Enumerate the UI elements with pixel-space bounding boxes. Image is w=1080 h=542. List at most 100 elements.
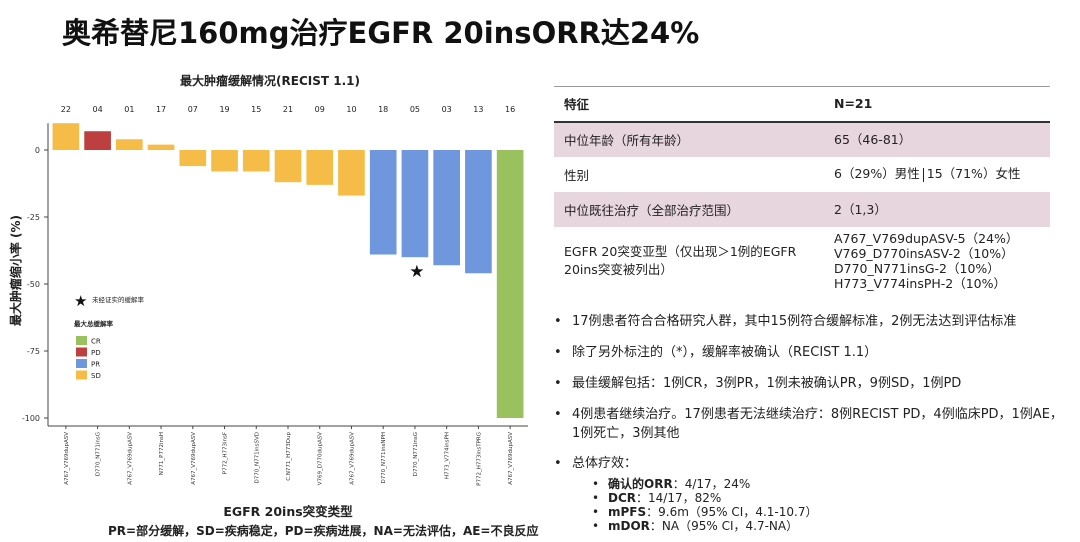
bar — [465, 150, 492, 274]
table-cell-value: 65（46-81） — [834, 132, 912, 147]
x-tick-label: A767_V769dupASV — [191, 432, 197, 485]
x-tick-label: D770_N771insG — [413, 432, 419, 476]
legend-swatch — [76, 370, 87, 380]
waterfall-chart: 最大肿瘤缓解情况(RECIST 1.1) 0 -25 -50 -75 -100 最大肿瘤缩小… — [8, 73, 528, 519]
table-cell-label: EGFR 20突变亚型（仅出现＞1例的EGFR 20ins突变被列出） — [564, 243, 797, 277]
efficacy-dcr: DCR：14/17，82% — [590, 491, 817, 505]
unconfirmed-star-icon: ★ — [409, 262, 424, 282]
bar — [496, 150, 524, 418]
x-tick-label: D770_N771insNPH — [381, 432, 387, 484]
table-header-n: N=21 — [824, 86, 1050, 123]
table-cell-label: 性别 — [564, 167, 590, 183]
legend-swatch — [76, 336, 87, 345]
bar — [306, 150, 334, 185]
annotation-text: 未经证实的缓解率 — [92, 295, 145, 304]
x-tick-label: A767_V769dupASV — [508, 432, 514, 485]
patient-id-label: 21 — [283, 105, 293, 114]
table-cell-value: A767_V769dupASV-5（24%） V769_D770insASV-2… — [824, 227, 1050, 295]
efficacy-orr: 确认的ORR：4/17，24% — [590, 477, 817, 491]
legend-label: CR — [91, 338, 101, 346]
bar — [274, 150, 302, 183]
table-cell-label: 中位既往治疗（全部治疗范围） — [564, 202, 740, 218]
bullet-item: • 总体疗效： — [554, 456, 638, 471]
patient-id-label: 17 — [156, 105, 166, 114]
bullet-dot: • — [554, 345, 562, 360]
page-title: 奥希替尼160mg治疗EGFR 20insORR达24% — [62, 16, 700, 50]
bar — [116, 139, 143, 150]
legend-label: SD — [91, 372, 101, 380]
patient-id-label: 19 — [219, 105, 229, 114]
bullet-item: • 4例患者继续治疗。17例患者无法继续治疗：8例RECIST PD，4例临床PD… — [554, 407, 1063, 441]
patient-id-label: 15 — [251, 105, 261, 114]
bar — [369, 150, 397, 255]
bullet-item: • 17例患者符合合格研究人群，其中15例符合缓解标准，2例无法达到评估标准 — [554, 314, 1017, 329]
x-axis-label: EGFR 20ins突变类型 — [223, 504, 353, 519]
bullet-item: • 最佳缓解包括：1例CR，3例PR，1例未被确认PR，9例SD，1例PD — [554, 376, 962, 391]
legend-label: PR — [91, 361, 100, 369]
x-tick-label: A767_V769dupASV — [349, 432, 355, 485]
x-tick-label: P772_H773insF — [223, 432, 229, 474]
bar — [433, 150, 460, 266]
x-tick-label: H773_V774insPH — [445, 432, 451, 479]
x-tick-label: N771_P772insH — [159, 432, 165, 475]
y-tick-label: 0 — [35, 146, 40, 155]
patient-id-label: 04 — [93, 105, 103, 114]
bullet-dot: • — [554, 314, 562, 329]
table-cell-value: 6（29%）男性 15（71%）女性 — [824, 157, 1050, 192]
x-tick-label: C.N771_H773Dup — [286, 431, 292, 480]
table-row: 中位既往治疗（全部治疗范围） 2（1,3） — [554, 191, 1050, 227]
bar — [338, 150, 365, 196]
y-tick-label: -50 — [27, 280, 40, 289]
legend-label: PD — [91, 349, 101, 357]
bar — [211, 150, 238, 172]
y-tick-label: -100 — [22, 414, 40, 423]
table-row: 性别 6（29%）男性 15（71%）女性 — [554, 157, 1050, 192]
bullet-dot: • — [554, 407, 562, 422]
legend-swatch — [76, 359, 87, 368]
gender-female: 15（71%）女性 — [926, 166, 1021, 182]
gender-male: 6（29%）男性 — [834, 166, 920, 182]
table-header-row: 特征 N=21 — [554, 86, 1050, 123]
efficacy-mpfs: mPFS：9.6m（95% CI，4.1-10.7） — [590, 505, 817, 519]
patient-id-label: 10 — [346, 105, 356, 114]
table-row: 中位年龄（所有年龄） 65（46-81） — [554, 121, 1050, 157]
annotation-star-icon: ★ — [74, 292, 87, 310]
subtype-line: V769_D770insASV-2（10%） — [834, 245, 1014, 261]
table-cell-value: 2（1,3） — [834, 201, 887, 217]
x-tick-label: V769_D770dupASV — [318, 432, 324, 485]
subtype-line: D770_N771insG-2（10%） — [834, 260, 1000, 276]
table-cell-label: 中位年龄（所有年龄） — [564, 133, 690, 148]
subtype-line: H773_V774insPH-2（10%） — [834, 275, 1007, 291]
patient-id-label: 18 — [378, 105, 388, 114]
table-header-feature: 特征 — [554, 86, 824, 123]
x-tick-label: A767_V769dupASV — [127, 432, 133, 485]
x-tick-label: D770_N771insG — [96, 432, 102, 476]
patient-id-label: 07 — [188, 105, 198, 114]
bullet-dot: • — [554, 376, 562, 391]
patient-id-label: 13 — [473, 105, 483, 114]
bar — [179, 150, 207, 167]
x-tick-label: A767_V769dupASV — [64, 432, 70, 485]
efficacy-list: 确认的ORR：4/17，24% DCR：14/17，82% mPFS：9.6m（… — [590, 477, 817, 533]
x-tick-label: P772_H773insTPRG — [476, 432, 482, 486]
efficacy-mdor: mDOR：NA（95% CI，4.7-NA） — [590, 519, 817, 533]
patient-id-label: 01 — [124, 105, 134, 114]
y-tick-label: -75 — [27, 347, 40, 356]
characteristics-table: 特征 N=21 中位年龄（所有年龄） 65（46-81） 性别 6（29%）男性… — [554, 86, 1050, 295]
legend-title: 最大总缓解率 — [74, 319, 114, 328]
x-tick-label: D770_N771insSVD — [254, 432, 260, 483]
bar — [147, 144, 175, 150]
patient-id-label: 03 — [442, 105, 452, 114]
bar — [84, 131, 111, 150]
patient-id-label: 22 — [61, 105, 71, 114]
bullet-item: • 除了另外标注的（*），缓解率被确认（RECIST 1.1） — [554, 345, 878, 360]
bar — [52, 123, 80, 150]
bar — [401, 150, 429, 258]
y-axis-label: 最大肿瘤缩小率 (%) — [8, 215, 23, 326]
bar — [242, 150, 270, 172]
patient-id-label: 05 — [410, 105, 420, 114]
patient-id-label: 09 — [315, 105, 325, 114]
patient-id-label: 16 — [505, 105, 515, 114]
chart-title: 最大肿瘤缓解情况(RECIST 1.1) — [180, 73, 360, 88]
footnote: PR=部分缓解，SD=疾病稳定，PD=疾病进展，NA=无法评估，AE=不良反应 — [108, 524, 539, 538]
